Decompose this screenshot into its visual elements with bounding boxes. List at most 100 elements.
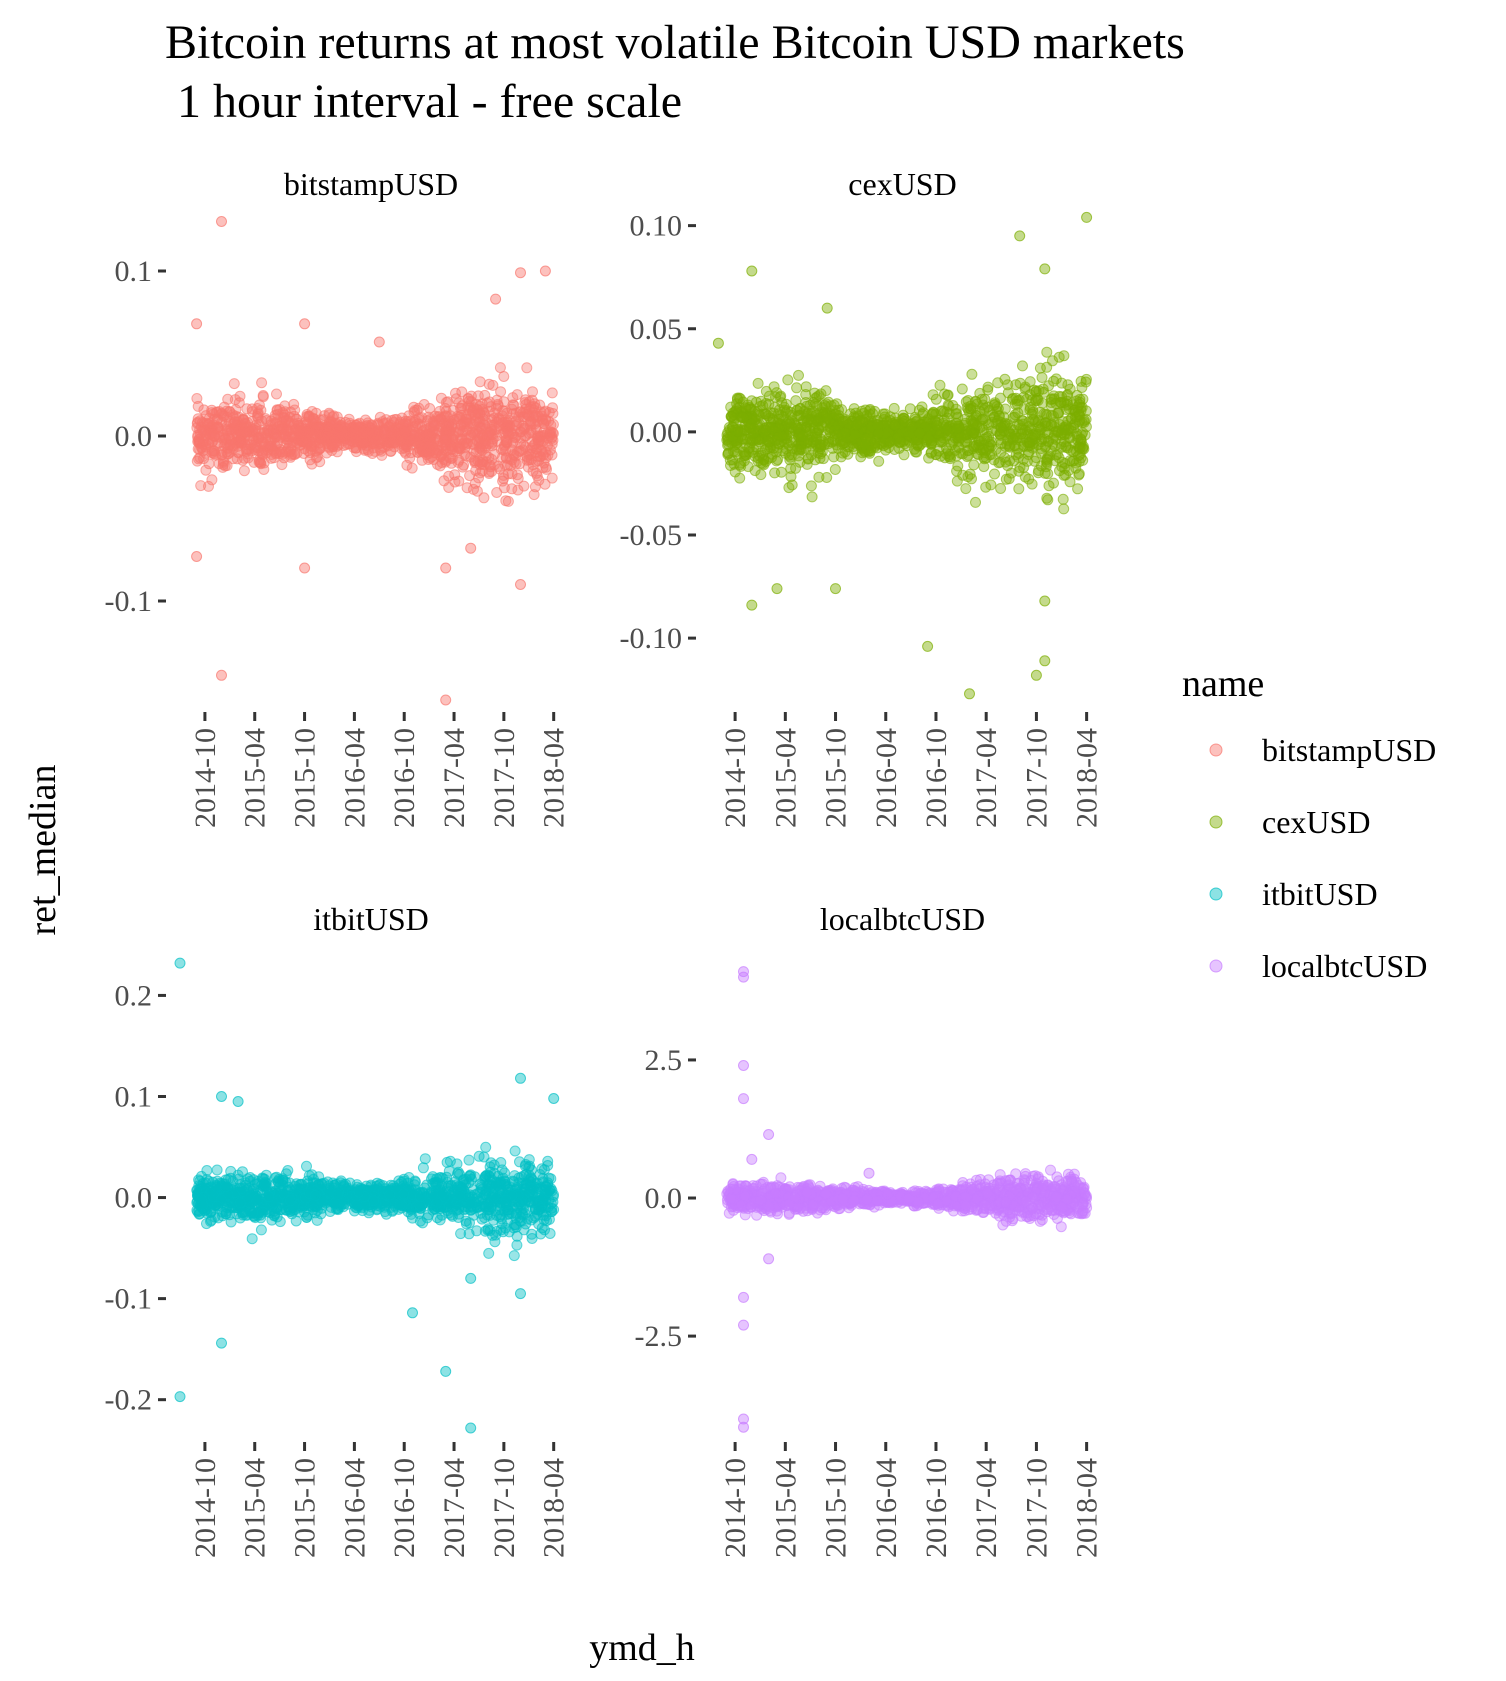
data-point xyxy=(252,1193,264,1205)
data-point xyxy=(746,395,758,407)
outlier-point xyxy=(1081,211,1093,223)
data-point xyxy=(931,420,943,432)
data-point xyxy=(460,1173,472,1185)
data-point xyxy=(441,1171,453,1183)
data-point xyxy=(793,369,804,381)
data-point xyxy=(726,411,738,422)
outlier-point xyxy=(821,302,833,314)
data-point xyxy=(526,1228,538,1240)
facet-label: localbtcUSD xyxy=(820,901,985,937)
data-point xyxy=(488,407,500,419)
data-point xyxy=(1043,480,1055,492)
data-point xyxy=(375,445,387,457)
outlier-point xyxy=(407,1307,418,1319)
data-point xyxy=(988,454,1000,466)
data-point xyxy=(234,1197,246,1209)
data-point xyxy=(1003,473,1015,485)
data-point xyxy=(956,383,968,395)
data-point xyxy=(436,1187,448,1199)
data-point xyxy=(508,399,520,411)
data-point xyxy=(431,1212,443,1224)
data-point xyxy=(201,1165,213,1176)
data-point xyxy=(789,419,801,431)
data-point xyxy=(767,422,779,434)
facet-label: bitstampUSD xyxy=(284,166,458,202)
data-point xyxy=(968,459,980,471)
outlier-point xyxy=(174,1391,186,1403)
data-point xyxy=(195,480,207,492)
outlier-point xyxy=(465,1272,477,1284)
data-point xyxy=(211,1164,223,1176)
data-point xyxy=(752,377,764,389)
data-point xyxy=(292,433,303,445)
data-point xyxy=(1017,360,1028,372)
data-point xyxy=(278,412,290,424)
y-tick-label: 0.1 xyxy=(115,255,153,288)
data-point xyxy=(989,468,1000,480)
data-point xyxy=(1063,465,1075,476)
data-point xyxy=(257,390,269,401)
data-point xyxy=(271,388,282,400)
data-point xyxy=(221,411,233,423)
data-point xyxy=(263,1191,275,1203)
data-point xyxy=(748,423,760,435)
data-point xyxy=(465,1197,477,1209)
data-point xyxy=(413,413,425,425)
data-point xyxy=(406,462,418,474)
data-point xyxy=(547,428,559,439)
data-point xyxy=(365,419,377,431)
outlier-point xyxy=(232,1096,244,1107)
data-point xyxy=(450,387,461,399)
data-point xyxy=(257,1206,269,1218)
data-point xyxy=(957,448,969,460)
data-point xyxy=(291,447,303,459)
x-tick-label: 2016-10 xyxy=(388,1458,421,1558)
x-tick-label: 2017-04 xyxy=(970,728,1003,828)
outlier-point xyxy=(515,1072,526,1084)
data-point xyxy=(458,417,470,429)
x-tick-label: 2015-04 xyxy=(239,1458,272,1558)
outlier-point xyxy=(174,957,186,969)
data-point xyxy=(547,402,558,414)
facet-label: cexUSD xyxy=(848,166,956,202)
x-tick-label: 2015-10 xyxy=(820,728,853,828)
data-point xyxy=(980,481,992,493)
data-point xyxy=(937,435,949,447)
data-point xyxy=(970,496,981,508)
data-point xyxy=(419,1153,431,1165)
data-point xyxy=(443,470,455,482)
x-tick-label: 2016-10 xyxy=(920,728,953,828)
data-point xyxy=(1014,462,1026,474)
data-point xyxy=(529,481,541,493)
data-point xyxy=(884,436,896,448)
data-point xyxy=(775,466,787,478)
data-point xyxy=(515,1205,527,1216)
outlier-point xyxy=(830,583,841,595)
outlier-point xyxy=(515,579,526,590)
data-point xyxy=(934,379,946,391)
data-point xyxy=(817,453,829,465)
data-point xyxy=(524,444,536,456)
outlier-point xyxy=(1039,263,1051,275)
outlier-point xyxy=(1014,230,1026,242)
data-point xyxy=(482,1179,494,1191)
data-point xyxy=(379,424,391,436)
data-point xyxy=(760,385,772,397)
outlier-point xyxy=(216,669,227,681)
data-point xyxy=(358,427,370,439)
data-point xyxy=(546,472,558,484)
data-point xyxy=(761,443,773,455)
data-point xyxy=(849,429,861,440)
data-point xyxy=(256,377,268,389)
x-tick-label: 2015-10 xyxy=(289,1458,322,1558)
data-point xyxy=(303,411,315,423)
x-tick-label: 2014-10 xyxy=(189,1458,222,1558)
data-points xyxy=(712,211,1093,700)
data-point xyxy=(203,480,214,492)
data-point xyxy=(1019,383,1031,395)
data-point xyxy=(771,455,782,467)
data-point xyxy=(368,1195,379,1207)
outlier-point xyxy=(712,337,724,349)
